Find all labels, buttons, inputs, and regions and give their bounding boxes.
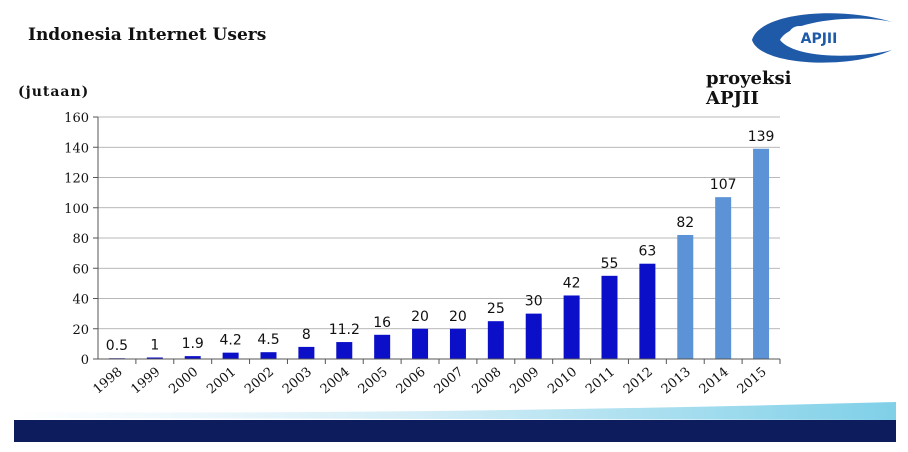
x-tick-label: 2010 (545, 365, 580, 398)
data-labels: 0.5 1 1.9 4.2 4.5 8 11.2 16 20 20 25 30 42 55 63 82 107 1… (106, 129, 775, 354)
bar (449, 328, 466, 359)
x-tick-label: 2003 (280, 365, 315, 398)
bar (563, 295, 580, 359)
data-label: 11.2 (329, 322, 360, 338)
x-tick-label: 2014 (697, 365, 732, 398)
y-tick-label: 100 (64, 202, 89, 217)
apjii-logo: APJII (752, 13, 892, 63)
data-label: 30 (525, 294, 543, 310)
bar (374, 334, 391, 359)
data-label: 0.5 (106, 338, 128, 354)
x-tick-label: 2015 (735, 365, 770, 398)
bottom-banner (14, 402, 896, 442)
x-tick-label: 1999 (128, 365, 163, 398)
bar (222, 352, 239, 359)
chart-title: Indonesia Internet Users (28, 25, 266, 45)
bar (525, 313, 542, 359)
x-tick-label: 2000 (166, 365, 201, 398)
bar (412, 328, 429, 359)
x-tick-labels: 1998 1999 2000 2001 2002 2003 2004 2005 2006 2007… (91, 365, 770, 398)
y-axis-label: (jutaan) (18, 84, 89, 100)
data-label: 107 (710, 177, 737, 193)
data-label: 8 (302, 327, 311, 343)
bar (487, 321, 504, 359)
projection-note-line2: APJII (705, 88, 759, 109)
data-label: 1.9 (182, 336, 204, 352)
x-tick-label: 2008 (469, 365, 504, 398)
x-tick-label: 2007 (432, 365, 467, 398)
x-tick-label: 2005 (356, 365, 391, 398)
data-label: 20 (449, 309, 467, 325)
axes (93, 116, 781, 364)
x-tick-label: 2002 (242, 365, 277, 398)
data-label: 1 (150, 337, 159, 353)
banner-dark-strip (14, 420, 896, 442)
bar (639, 263, 656, 359)
x-tick-label: 2011 (583, 365, 618, 398)
logo-text: APJII (801, 31, 838, 47)
x-tick-label: 2009 (507, 365, 542, 398)
x-tick-label: 2006 (394, 365, 429, 398)
y-tick-label: 120 (64, 172, 89, 187)
bar (677, 234, 694, 359)
bar (298, 346, 315, 359)
bar (260, 352, 277, 359)
bars (108, 148, 770, 360)
gridlines (98, 116, 780, 330)
bar (601, 275, 618, 359)
x-tick-label: 2013 (659, 365, 694, 398)
bar (753, 148, 770, 359)
y-tick-label: 80 (72, 232, 89, 247)
data-label: 25 (487, 301, 505, 317)
y-tick-label: 0 (81, 353, 89, 368)
y-tick-label: 140 (64, 141, 89, 156)
projection-note-line1: proyeksi (706, 68, 792, 89)
data-label: 139 (748, 129, 775, 145)
data-label: 4.2 (219, 333, 241, 349)
y-tick-label: 60 (72, 262, 89, 277)
x-tick-label: 1998 (91, 365, 126, 398)
y-tick-labels: 0 20 40 60 80 100 120 140 160 (64, 111, 89, 368)
logo-swoosh-icon (752, 13, 892, 63)
data-label: 42 (563, 275, 581, 291)
data-label: 20 (411, 309, 429, 325)
bar (146, 357, 163, 359)
data-label: 16 (373, 315, 391, 331)
data-label: 4.5 (257, 332, 279, 348)
x-tick-label: 2004 (318, 365, 353, 398)
x-tick-label: 2001 (204, 365, 239, 398)
data-label: 63 (638, 244, 656, 260)
bar (715, 197, 732, 359)
logo-text-plate (788, 26, 850, 48)
y-tick-label: 20 (72, 323, 89, 338)
y-tick-label: 40 (72, 293, 89, 308)
bar (184, 356, 201, 359)
bar (336, 342, 353, 359)
banner-light-swoosh (14, 402, 896, 420)
data-label: 82 (676, 215, 694, 231)
data-label: 55 (601, 256, 619, 272)
x-tick-label: 2012 (621, 365, 656, 398)
y-tick-label: 160 (64, 111, 89, 126)
